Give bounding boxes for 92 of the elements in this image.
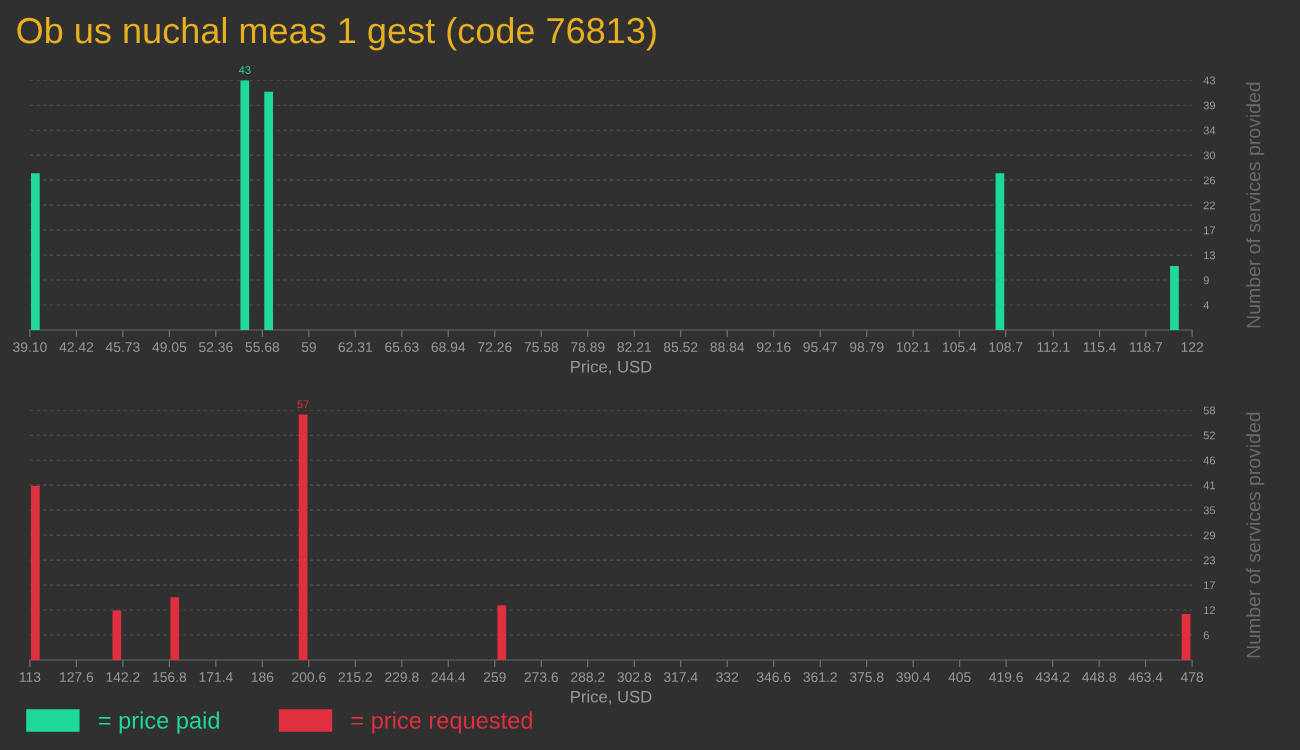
x-axis-title: Price, USD	[571, 360, 652, 375]
x-tick-label: 346.6	[756, 672, 791, 683]
x-tick-label: 92.16	[757, 342, 791, 353]
x-tick-label: 115.4	[1083, 342, 1117, 353]
x-tick-label: 105.4	[943, 342, 977, 353]
bar	[170, 597, 180, 660]
y-tick-label: 17	[1204, 226, 1216, 235]
x-tick-label: 127.6	[60, 672, 94, 683]
y-tick-label: 52	[1203, 431, 1216, 440]
x-tick-label: 39.10	[13, 342, 47, 353]
x-tick-label: 62.31	[338, 342, 372, 353]
y-tick-label: 41	[1203, 481, 1216, 490]
x-tick-label: 215.2	[338, 672, 372, 683]
data-label: 57	[297, 400, 309, 409]
x-tick-label: 65.63	[385, 342, 419, 353]
bar	[30, 486, 40, 660]
legend-label: = price requested	[351, 711, 532, 734]
legend-label: = price paid	[98, 711, 219, 734]
y-axis-title: Number of services provided	[1246, 82, 1265, 328]
x-tick-label: 82.21	[617, 342, 651, 353]
x-tick-label: 390.4	[896, 672, 931, 683]
x-axis-title: Price, USD	[571, 690, 652, 705]
bar	[298, 414, 308, 660]
x-tick-label: 448.8	[1082, 672, 1116, 683]
y-axis-title: Number of services provided	[1246, 412, 1265, 658]
x-tick-label: 122	[1181, 342, 1203, 352]
y-tick-label: 46	[1203, 456, 1216, 465]
bar	[31, 173, 40, 330]
x-tick-label: 68.94	[431, 342, 466, 353]
x-tick-label: 478	[1180, 672, 1204, 683]
x-tick-label: 45.73	[105, 342, 140, 353]
bar	[112, 610, 122, 660]
x-tick-label: 302.8	[617, 672, 652, 683]
bar	[1170, 266, 1179, 330]
x-tick-label: 405	[948, 672, 971, 683]
x-tick-label: 78.89	[571, 342, 605, 353]
x-tick-label: 273.6	[524, 672, 559, 683]
x-tick-label: 55.68	[245, 342, 280, 353]
y-tick-label: 26	[1203, 176, 1216, 185]
x-tick-label: 108.7	[989, 342, 1023, 353]
chart-title: Ob us nuchal meas 1 gest (code 76813)	[17, 16, 656, 51]
data-label: 43	[238, 66, 251, 74]
y-tick-label: 23	[1203, 556, 1216, 565]
x-tick-label: 118.7	[1130, 342, 1163, 353]
y-tick-label: 39	[1203, 101, 1216, 110]
y-tick-label: 58	[1203, 406, 1216, 415]
y-tick-label: 43	[1203, 76, 1216, 85]
x-tick-label: 332	[716, 672, 739, 683]
bar	[264, 91, 274, 330]
x-tick-label: 88.84	[710, 342, 745, 353]
x-tick-label: 419.6	[989, 672, 1023, 683]
y-tick-label: 13	[1204, 251, 1216, 260]
bar	[995, 173, 1005, 330]
x-tick-label: 49.05	[152, 342, 187, 353]
x-tick-label: 142.2	[106, 672, 140, 682]
x-tick-label: 375.8	[849, 672, 884, 683]
y-tick-label: 22	[1203, 201, 1216, 210]
x-tick-label: 186	[251, 672, 274, 683]
y-tick-label: 4	[1203, 301, 1210, 310]
y-tick-label: 17	[1204, 581, 1216, 590]
bar	[1181, 613, 1191, 660]
y-tick-label: 30	[1203, 151, 1216, 160]
bar	[240, 80, 250, 330]
x-tick-label: 113	[19, 672, 41, 683]
x-tick-label: 463.4	[1128, 672, 1163, 683]
y-tick-label: 12	[1204, 606, 1216, 615]
y-tick-label: 6	[1203, 631, 1209, 640]
x-tick-label: 102.1	[896, 342, 930, 353]
x-tick-label: 52.36	[198, 342, 233, 353]
x-tick-label: 244.4	[431, 672, 466, 682]
x-tick-label: 200.6	[292, 672, 326, 683]
y-tick-label: 34	[1203, 126, 1216, 135]
x-tick-label: 171.4	[199, 672, 233, 682]
x-tick-label: 361.2	[803, 672, 837, 683]
x-tick-label: 434.2	[1035, 672, 1070, 683]
x-tick-label: 259	[483, 672, 506, 683]
x-tick-label: 112.1	[1037, 342, 1070, 352]
x-tick-label: 72.26	[478, 342, 512, 353]
x-tick-label: 75.58	[524, 342, 559, 353]
x-tick-label: 95.47	[803, 342, 837, 353]
x-tick-label: 85.52	[663, 342, 698, 353]
y-tick-label: 9	[1203, 276, 1209, 285]
x-tick-label: 229.8	[385, 672, 419, 683]
y-tick-label: 35	[1203, 506, 1216, 515]
x-tick-label: 156.8	[153, 672, 187, 683]
y-tick-label: 29	[1203, 531, 1216, 540]
x-tick-label: 59	[301, 342, 316, 353]
x-tick-label: 317.4	[663, 672, 698, 683]
x-tick-label: 42.42	[59, 342, 94, 352]
x-tick-label: 98.79	[849, 342, 884, 353]
bar	[497, 605, 507, 660]
x-tick-label: 288.2	[571, 672, 605, 683]
